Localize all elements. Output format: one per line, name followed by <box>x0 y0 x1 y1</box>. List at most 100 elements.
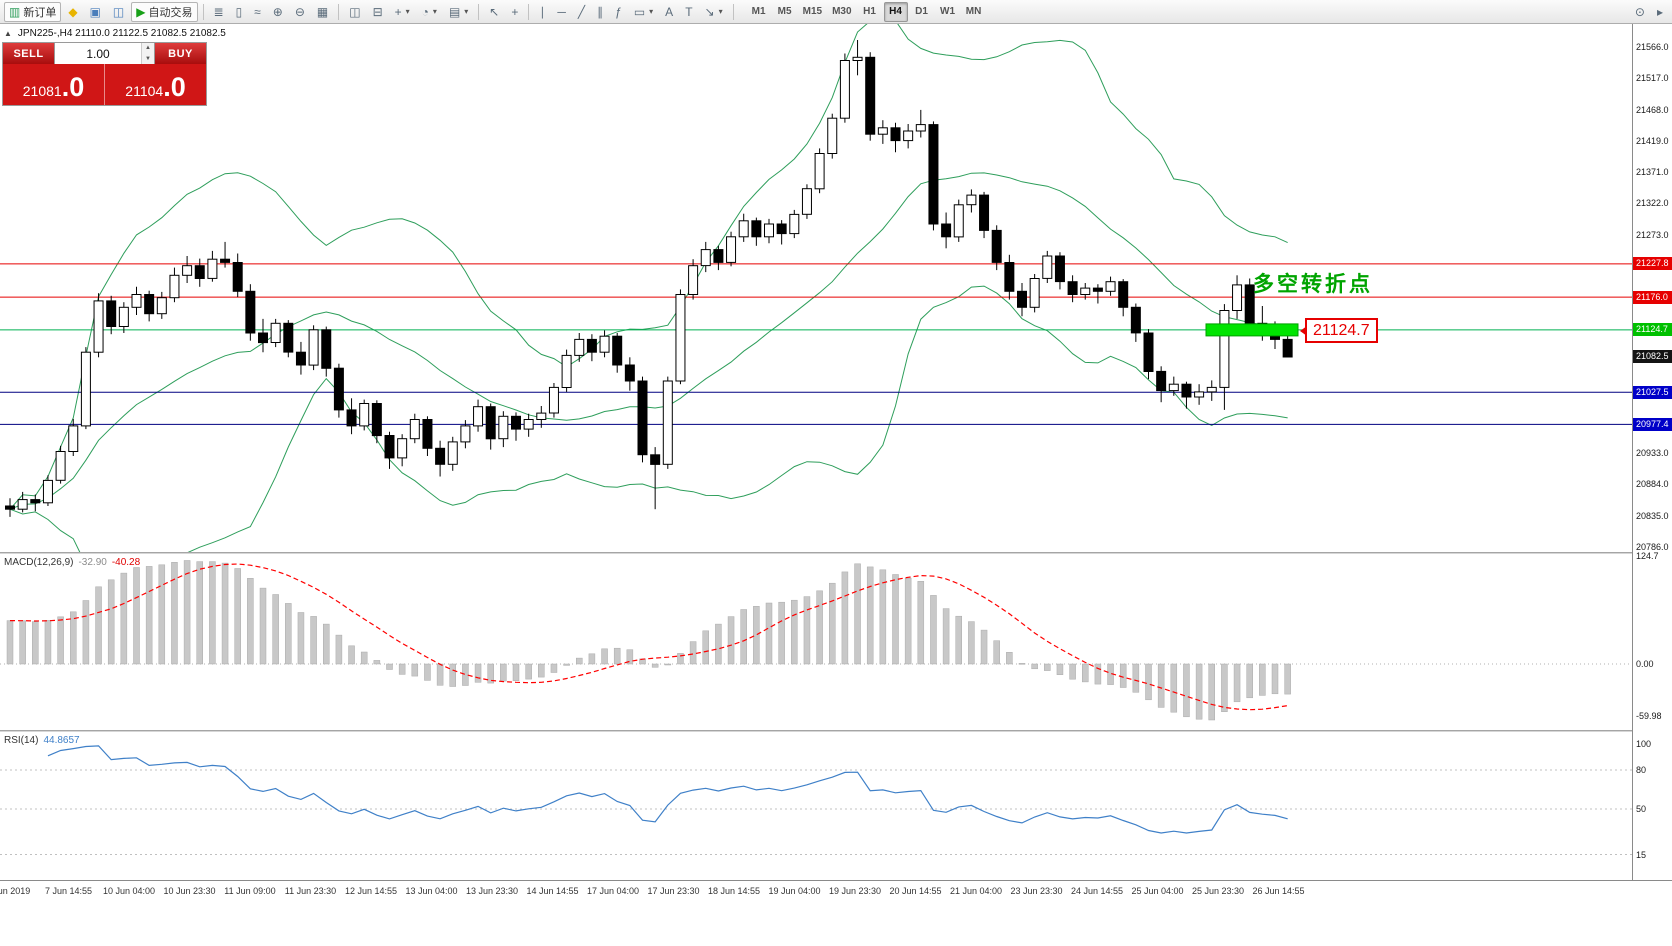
macd-panel[interactable]: MACD(12,26,9) -32.90 -40.28 <box>0 554 1632 730</box>
tile-windows-icon: ▦ <box>316 4 329 19</box>
shapes-icon[interactable]: ▭ ▾ <box>629 2 658 22</box>
toolbar-right-group: ⊙ ▸ <box>1629 2 1669 22</box>
rsi-axis-label: 15 <box>1636 849 1647 860</box>
arrows-icon: ↘ <box>704 4 715 19</box>
time-axis-label: 7 Jun 14:55 <box>44 886 93 896</box>
auto-trading-button[interactable]: ▶ 自动交易 <box>131 1 198 22</box>
vertical-line-icon[interactable]: ∣ <box>534 2 550 22</box>
panel-splitter[interactable] <box>0 552 1632 554</box>
volume-up-button[interactable]: ▲ <box>142 43 154 54</box>
arrange-horizontal-icon[interactable]: ◫ <box>344 2 365 22</box>
channel-icon[interactable]: ∥ <box>592 2 608 22</box>
main-chart-panel[interactable]: ▲ JPN225-,H4 21110.0 21122.5 21082.5 210… <box>0 24 1632 552</box>
volume-value[interactable]: 1.00 <box>86 46 110 61</box>
price-axis-badge: 20977.4 <box>1633 417 1672 431</box>
timeframe-m1[interactable]: M1 <box>751 6 766 17</box>
line-chart-icon: ≈ <box>254 4 261 19</box>
timeframe-d1[interactable]: D1 <box>915 6 928 17</box>
time-axis-label: 20 Jun 14:55 <box>889 886 942 896</box>
macd-axis-label: 124.7 <box>1636 550 1659 561</box>
sell-price-main: 21081 <box>22 83 62 99</box>
dropdown-arrow-icon[interactable]: ▾ <box>718 7 723 16</box>
rsi-canvas[interactable] <box>0 732 1632 880</box>
arrange-vertical-icon: ⊟ <box>372 4 383 19</box>
arrange-vertical-icon[interactable]: ⊟ <box>368 2 388 22</box>
time-axis-label: 5 Jun 2019 <box>0 886 31 896</box>
dropdown-arrow-icon[interactable]: ▾ <box>464 7 469 16</box>
one-click-collapse-icon[interactable]: ▲ <box>4 29 12 38</box>
panel-toggle-icon[interactable]: ▸ <box>1652 2 1668 22</box>
periods-icon[interactable]: ◔ ▾ <box>417 2 442 22</box>
annotation-text[interactable]: 多空转折点 <box>1253 273 1373 296</box>
main-chart-canvas[interactable] <box>0 24 1632 552</box>
rsi-axis-label: 100 <box>1636 739 1652 749</box>
label-icon[interactable]: T <box>680 2 697 22</box>
arrange-horizontal-icon: ◫ <box>349 4 361 19</box>
indicators-icon[interactable]: + ▾ <box>390 2 415 22</box>
time-axis[interactable]: 5 Jun 2019 7 Jun 14:55 10 Jun 04:00 10 Jun … <box>0 880 1672 902</box>
shapes-icon: ▭ <box>633 4 646 19</box>
sell-price-decimal: .0 <box>61 72 85 102</box>
timeframe-mn[interactable]: MN <box>965 6 982 17</box>
zoom-in-icon[interactable]: ⊕ <box>268 2 288 22</box>
panel-toggle-icon: ▸ <box>1656 4 1663 19</box>
timeframe-w1[interactable]: W1 <box>940 6 956 17</box>
timeframe-m30[interactable]: M30 <box>832 6 852 17</box>
buy-price[interactable]: 21104.0 <box>105 64 206 105</box>
vertical-line-icon: ∣ <box>539 4 546 19</box>
text-icon[interactable]: A <box>660 2 678 22</box>
time-axis-label: 13 Jun 04:00 <box>405 886 458 896</box>
price-axis-label: 21371.0 <box>1636 167 1669 178</box>
macd-name: MACD(12,26,9) <box>4 557 74 568</box>
dropdown-arrow-icon[interactable]: ▾ <box>649 7 654 16</box>
fibonacci-icon: ƒ <box>615 4 622 19</box>
new-order-button[interactable]: ▥ 新订单 <box>4 1 62 22</box>
horizontal-line-icon[interactable]: ─ <box>552 2 571 22</box>
bar-chart-icon: ≣ <box>213 4 224 19</box>
price-callout-label[interactable]: 21124.7 <box>1300 318 1378 343</box>
candle-chart-icon: ▯ <box>235 4 243 19</box>
panel-splitter[interactable] <box>0 730 1632 732</box>
bar-chart-icon[interactable]: ≣ <box>209 2 229 22</box>
templates-icon[interactable]: ▤ ▾ <box>444 2 473 22</box>
charts-window-icon[interactable]: ◫ <box>108 2 129 22</box>
price-axis-badge: 21176.0 <box>1633 290 1672 304</box>
volume-field[interactable]: 1.00 ▲ ▼ <box>54 43 155 64</box>
trendline-icon[interactable]: ╱ <box>573 2 590 22</box>
zoom-out-icon[interactable]: ⊖ <box>290 2 310 22</box>
timeframe-m15[interactable]: M15 <box>802 6 823 17</box>
dropdown-arrow-icon[interactable]: ▾ <box>432 7 437 16</box>
line-chart-icon[interactable]: ≈ <box>249 2 266 22</box>
sell-button[interactable]: SELL <box>3 43 54 64</box>
search-icon[interactable]: ⊙ <box>1630 2 1650 22</box>
candle-chart-icon[interactable]: ▯ <box>231 2 248 22</box>
timeframe-m5[interactable]: M5 <box>777 6 792 17</box>
timeframe-h4[interactable]: H4 <box>883 1 908 22</box>
toolbar-separator <box>732 3 734 20</box>
arrows-icon[interactable]: ↘ ▾ <box>700 2 728 22</box>
buy-button[interactable]: BUY <box>155 43 206 64</box>
label-icon: T <box>685 4 693 19</box>
megaphone-icon[interactable]: ◆ <box>63 2 82 22</box>
price-axis-label: 20933.0 <box>1636 447 1669 458</box>
macd-canvas[interactable] <box>0 554 1632 730</box>
rsi-panel[interactable]: RSI(14) 44.8657 <box>0 732 1632 880</box>
tile-windows-icon[interactable]: ▦ <box>312 2 333 22</box>
fibonacci-icon[interactable]: ƒ <box>610 2 627 22</box>
buy-price-main: 21104 <box>125 83 164 99</box>
sell-price[interactable]: 21081.0 <box>3 64 104 105</box>
dropdown-arrow-icon[interactable]: ▾ <box>405 7 410 16</box>
volume-down-button[interactable]: ▼ <box>142 53 154 64</box>
timeframe-h1[interactable]: H1 <box>863 6 876 17</box>
cursor-icon[interactable]: ↖ <box>484 2 504 22</box>
time-axis-label: 17 Jun 04:00 <box>586 886 640 896</box>
macd-label: MACD(12,26,9) -32.90 -40.28 <box>4 557 140 568</box>
price-axis-label: 21468.0 <box>1636 104 1669 115</box>
price-axis[interactable]: 21566.0 21517.0 21468.0 21419.0 21371.0 21322… <box>1632 24 1672 880</box>
time-axis-label: 24 Jun 14:55 <box>1070 886 1124 896</box>
crosshair-icon[interactable]: + <box>506 2 523 22</box>
macd-axis-label: -59.98 <box>1636 711 1662 722</box>
symbol-ohlc-text: JPN225-,H4 21110.0 21122.5 21082.5 21082… <box>17 28 226 39</box>
time-axis-label: 11 Jun 09:00 <box>224 886 276 896</box>
profiles-icon[interactable]: ▣ <box>85 2 106 22</box>
